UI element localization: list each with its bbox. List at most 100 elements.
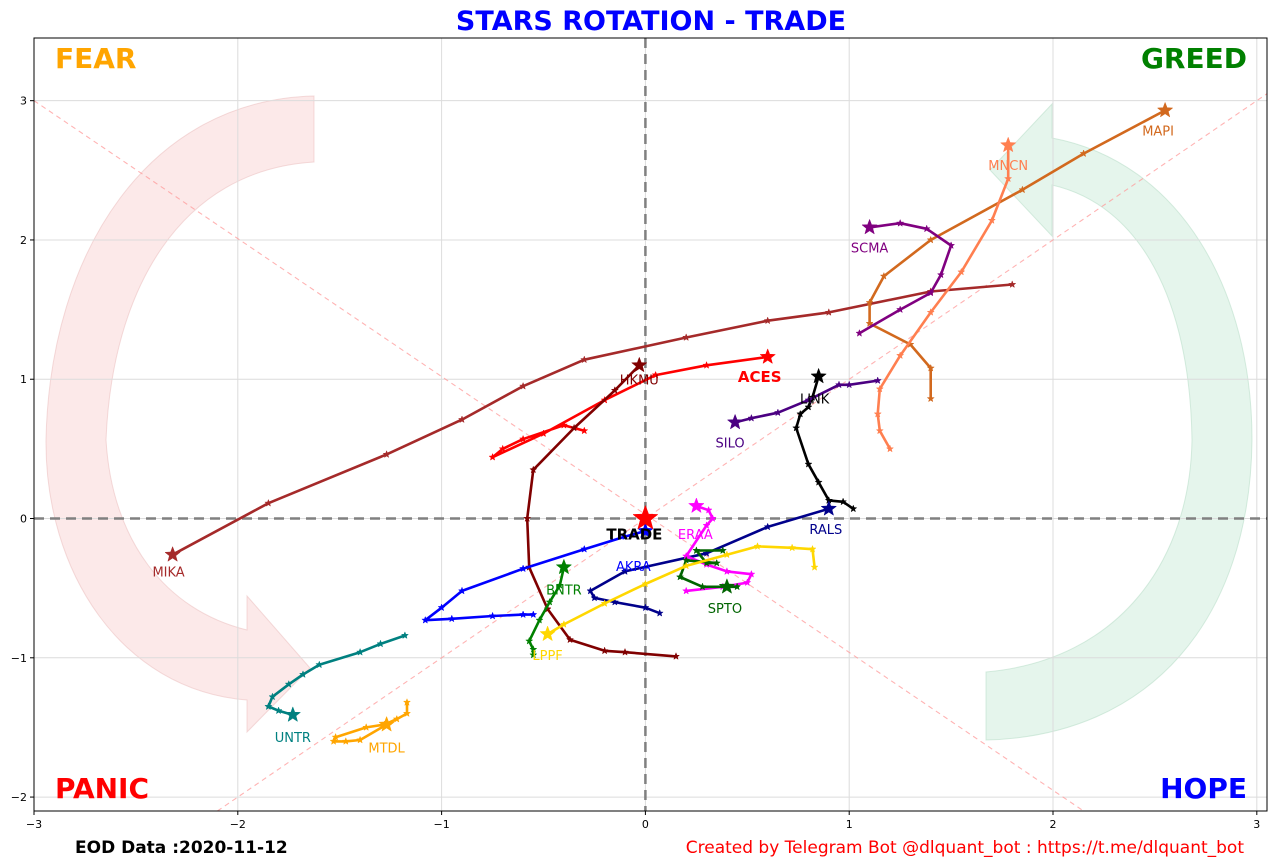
center-label: TRADE <box>606 526 662 544</box>
series-point-aces <box>580 426 589 435</box>
series-point-aces <box>539 429 548 438</box>
series-line-mapi <box>868 109 1167 400</box>
y-tick-label: 1 <box>20 373 27 386</box>
series-label-hkmu: HKMU <box>620 373 659 388</box>
series-point-mtdl <box>341 737 350 745</box>
x-tick-label: −3 <box>26 818 42 831</box>
quadrant-hope: HOPE <box>1160 772 1247 805</box>
series-head-star-spto <box>718 578 736 594</box>
series-point-eraa <box>702 521 711 529</box>
series-point-mapi <box>865 298 874 307</box>
series-point-akra <box>529 610 538 619</box>
series-line-lppf <box>546 545 816 636</box>
series-point-bntr <box>525 636 534 645</box>
series-point-scma <box>896 305 905 314</box>
x-tick-label: −2 <box>230 818 246 831</box>
series-point-akra <box>437 603 446 612</box>
series-point-spto <box>698 582 707 591</box>
credit-label: Created by Telegram Bot @dlquant_bot : h… <box>685 838 1244 858</box>
series-label-mtdl: MTDL <box>368 742 405 757</box>
series-point-mika <box>763 316 772 325</box>
series-point-scma <box>947 241 956 249</box>
series-point-aces <box>498 444 507 453</box>
series-point-spto <box>675 572 685 581</box>
series-point-mncn <box>875 426 884 435</box>
series-point-rals <box>590 593 599 602</box>
series-line-mtdl <box>332 701 409 743</box>
series-point-aces <box>559 420 568 429</box>
series-point-rals <box>702 548 711 557</box>
series-point-aces <box>651 370 660 379</box>
series-point-untr <box>298 670 308 678</box>
series-head-star-aces <box>759 348 776 364</box>
series-point-rals <box>620 567 630 575</box>
series-point-untr <box>274 706 283 715</box>
series-head-star-untr <box>284 706 302 722</box>
series-point-spto <box>692 546 701 555</box>
series-label-spto: SPTO <box>708 602 742 617</box>
quadrant-greed: GREED <box>1141 42 1247 75</box>
left-rotation-arrow <box>45 95 315 734</box>
chart-title: STARS ROTATION - TRADE <box>456 6 846 37</box>
series-point-eraa <box>743 578 752 587</box>
series-point-mapi <box>879 271 888 280</box>
series-point-silo <box>834 380 844 389</box>
series-point-mika <box>824 308 834 316</box>
series-point-untr <box>376 639 385 648</box>
series-point-akra <box>447 614 456 623</box>
y-tick-label: 3 <box>20 95 27 108</box>
series-point-bntr <box>529 650 538 659</box>
series-head-star-mika <box>164 545 181 562</box>
series-label-mapi: MAPI <box>1142 124 1174 139</box>
series-point-link <box>796 409 805 418</box>
series-point-rals <box>641 603 650 612</box>
series-point-aces <box>519 434 528 443</box>
series-point-scma <box>922 224 931 233</box>
x-tick-label: 1 <box>846 818 853 831</box>
series-point-scma <box>936 270 945 279</box>
series-point-lppf <box>600 599 609 607</box>
series-point-mncn <box>957 267 966 276</box>
series-point-mika <box>519 381 528 390</box>
y-tick-label: 2 <box>20 234 27 247</box>
series-lines <box>164 101 1174 745</box>
series-labels: MIKA MAPI MNCN SCMA ACES HKMU LINK SILO RALS AKRA… <box>152 124 1174 756</box>
series-point-mncn <box>873 409 882 418</box>
series-point-mika <box>682 333 691 341</box>
series-point-lppf <box>788 543 797 552</box>
series-point-mapi <box>926 394 935 403</box>
series-head-star-akra <box>637 522 654 539</box>
rotation-arrows <box>45 95 1253 741</box>
series-point-mapi <box>1018 185 1027 194</box>
series-point-hkmu <box>671 652 681 660</box>
series-point-spto <box>718 546 727 555</box>
series-point-link <box>804 459 813 468</box>
series-label-eraa: ERAA <box>678 528 713 543</box>
series-label-mncn: MNCN <box>988 159 1028 174</box>
series-point-mtdl <box>329 737 338 745</box>
series-point-mtdl <box>362 723 371 731</box>
series-point-rals <box>655 608 664 617</box>
series-point-aces <box>488 452 497 461</box>
series-point-untr <box>356 647 365 656</box>
series-point-silo <box>747 413 756 422</box>
series-point-link <box>792 423 801 432</box>
series-point-link <box>839 497 848 506</box>
series-point-link <box>814 477 823 486</box>
plot-border <box>33 37 1268 812</box>
series-head-star-link <box>810 367 827 384</box>
series-point-lppf <box>810 562 819 571</box>
series-point-lppf <box>682 561 691 570</box>
series-head-star-scma <box>861 218 878 235</box>
series-point-akra <box>519 610 528 619</box>
series-point-aces <box>702 360 711 369</box>
x-tick-label: 2 <box>1050 818 1057 831</box>
axis-ticks: −3 −2 −1 0 1 2 3 −2 −1 0 1 2 3 <box>11 95 1261 831</box>
series-point-lppf <box>722 550 731 559</box>
diagonal-guides <box>34 93 1267 811</box>
series-point-lppf <box>641 579 650 588</box>
series-point-bntr <box>545 597 554 606</box>
series-point-bntr <box>535 615 544 624</box>
quadrant-fear: FEAR <box>55 42 136 75</box>
